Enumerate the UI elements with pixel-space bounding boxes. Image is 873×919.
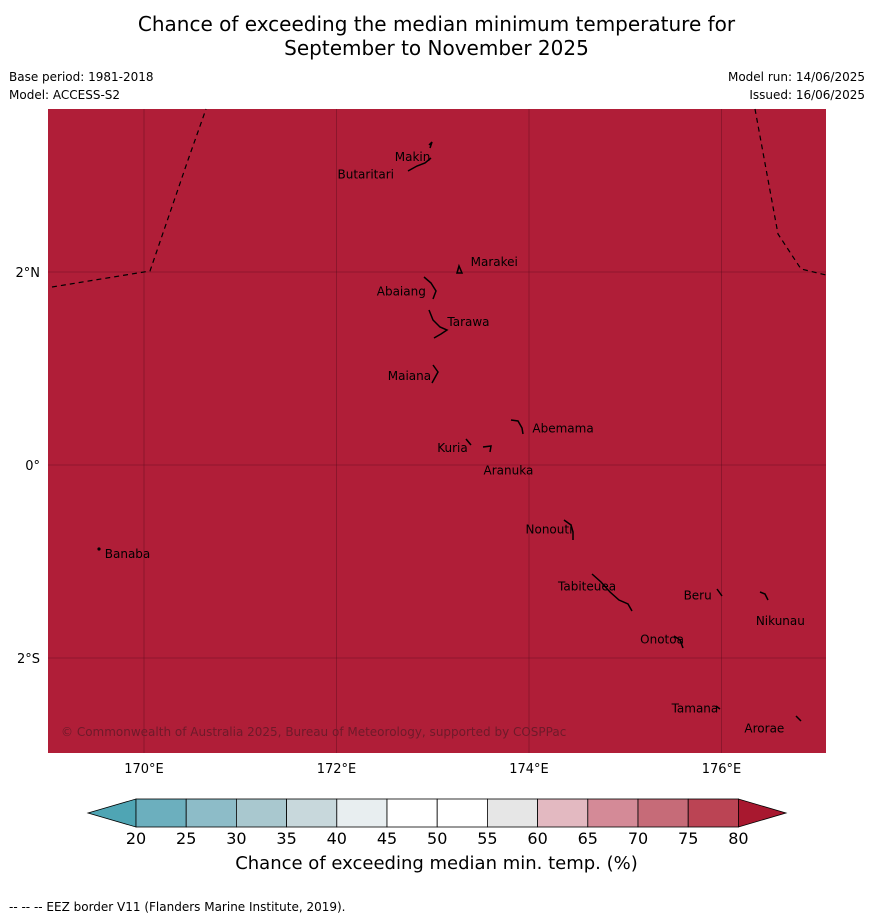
colorbar-bin (637, 798, 689, 828)
island-label: Banaba (105, 547, 151, 561)
lat-tick-label: 0° (25, 459, 40, 474)
colorbar-tick-label: 50 (427, 829, 447, 848)
island-label: Tarawa (446, 315, 489, 329)
colorbar-bin (587, 798, 639, 828)
colorbar-bin (185, 798, 237, 828)
island-label: Makin (395, 150, 431, 164)
island-label: Arorae (744, 722, 784, 736)
colorbar-over-arrow (738, 798, 788, 828)
colorbar-tick-label: 25 (176, 829, 196, 848)
model-run: Model run: 14/06/2025 (727, 70, 865, 84)
colorbar-title: Chance of exceeding median min. temp. (%… (235, 853, 638, 874)
model-name: Model: ACCESS-S2 (9, 88, 121, 102)
island-label: Maiana (388, 369, 431, 383)
colorbar-bin (135, 798, 187, 828)
island-label: Kuria (437, 441, 468, 455)
island-label: Abemama (532, 421, 593, 435)
island-label: Nikunau (756, 614, 805, 628)
colorbar-tick-label: 65 (578, 829, 598, 848)
colorbar-bin (336, 798, 388, 828)
graticule (48, 109, 826, 753)
colorbar-bin (486, 798, 538, 828)
island-label: Abaiang (377, 284, 426, 298)
island-label: Onotoa (640, 633, 684, 647)
copyright-notice: © Commonwealth of Australia 2025, Bureau… (61, 725, 566, 739)
lon-tick-label: 174°E (509, 762, 549, 777)
issued-date: Issued: 16/06/2025 (749, 88, 865, 102)
colorbar-tick-label: 30 (226, 829, 246, 848)
colorbar-bin (436, 798, 488, 828)
lon-tick-label: 176°E (702, 762, 742, 777)
island-label: Nonouti (526, 523, 573, 537)
island-label: Tamana (671, 701, 719, 715)
figure-title: Chance of exceeding the median minimum t… (0, 12, 873, 60)
colorbar-under-arrow (86, 798, 137, 828)
colorbar-bin (286, 798, 338, 828)
colorbar: 20 25 30 35 40 45 50 55 60 65 70 75 80 (86, 798, 788, 848)
eez-footnote: -- -- -- EEZ border V11 (Flanders Marine… (9, 900, 346, 914)
colorbar-bin (386, 798, 438, 828)
colorbar-tick-label: 55 (477, 829, 497, 848)
island-label: Butaritari (338, 168, 395, 182)
axis-tick-labels: 170°E 172°E 174°E 176°E 2°N 0° 2°S (16, 266, 742, 777)
meta-right: Model run: 14/06/2025 Issued: 16/06/2025 (728, 68, 865, 104)
eez-border-west (51, 108, 207, 288)
island-label: Marakei (471, 255, 518, 269)
lon-tick-label: 172°E (317, 762, 357, 777)
island-label: Aranuka (484, 464, 534, 478)
colorbar-tick-label: 60 (527, 829, 547, 848)
island-coastlines (97, 141, 802, 722)
colorbar-tick-label: 35 (276, 829, 296, 848)
title-line-1: Chance of exceeding the median minimum t… (137, 12, 736, 36)
meta-left: Base period: 1981-2018 Model: ACCESS-S2 (9, 68, 154, 104)
colorbar-tick-label: 80 (728, 829, 748, 848)
eez-borders (51, 108, 827, 288)
colorbar-tick-label: 45 (377, 829, 397, 848)
colorbar-tick-label: 75 (678, 829, 698, 848)
title-line-2: September to November 2025 (284, 36, 589, 60)
lon-tick-label: 170°E (124, 762, 164, 777)
colorbar-bin (687, 798, 739, 828)
island-label: Tabiteuea (557, 579, 616, 593)
colorbar-tick-label: 40 (327, 829, 347, 848)
lat-tick-label: 2°N (16, 266, 41, 281)
map-probability-area (48, 109, 826, 753)
colorbar-bin (537, 798, 589, 828)
colorbar-bin (235, 798, 287, 828)
colorbar-tick-label: 20 (126, 829, 146, 848)
base-period: Base period: 1981-2018 (9, 70, 154, 84)
eez-border-east (754, 108, 827, 276)
lat-tick-label: 2°S (17, 652, 40, 667)
island-label: Beru (684, 588, 712, 602)
colorbar-tick-label: 70 (628, 829, 648, 848)
